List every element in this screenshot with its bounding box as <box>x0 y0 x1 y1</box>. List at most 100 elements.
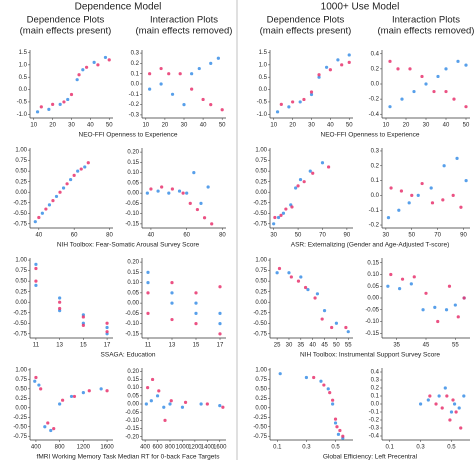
x-tick-label: 1200 <box>77 445 91 451</box>
y-tick-label: 0.2 <box>371 163 380 169</box>
y-tick-label: 0.05 <box>367 284 379 290</box>
y-tick-label: -0.25 <box>253 200 267 206</box>
point <box>448 418 452 422</box>
y-tick-label: 0.2 <box>131 61 140 67</box>
y-tick-label: -0.25 <box>13 310 27 316</box>
y-tick-label: 0.1 <box>371 178 380 184</box>
y-tick-label: -0.3 <box>369 426 380 432</box>
point <box>336 432 341 436</box>
point <box>62 100 66 104</box>
point <box>205 402 209 406</box>
x-tick-label: 20 <box>162 123 169 129</box>
x-tick-label: 0.1 <box>273 445 282 451</box>
point <box>275 271 279 275</box>
point <box>34 279 38 283</box>
y-tick-label: 0.50 <box>255 279 267 285</box>
x-tick-label: 1600 <box>100 445 114 451</box>
y-tick-label: 1.00 <box>255 258 267 264</box>
x-tick-label: 0.3 <box>302 445 311 451</box>
point <box>290 205 294 209</box>
y-tick-label: -0.50 <box>253 424 267 430</box>
point <box>296 279 301 283</box>
point <box>44 207 48 211</box>
point <box>400 277 405 281</box>
point <box>336 58 340 62</box>
point <box>194 311 198 315</box>
point <box>420 181 424 186</box>
point <box>457 406 461 410</box>
point <box>279 102 283 106</box>
y-tick-label: -1.0 <box>257 112 268 118</box>
point <box>464 178 468 183</box>
point <box>201 97 205 102</box>
y-tick-label: 0.25 <box>255 396 267 402</box>
point <box>218 311 222 315</box>
point <box>407 201 411 205</box>
y-tick-label: -0.4 <box>369 434 380 440</box>
y-tick-label: -0.50 <box>13 321 27 327</box>
point <box>54 194 59 199</box>
y-tick-label: 0.50 <box>15 386 27 392</box>
point <box>436 319 440 324</box>
y-tick-label: 0.10 <box>367 272 379 278</box>
y-tick-label: -0.10 <box>365 319 379 325</box>
y-tick-label: 0.0 <box>371 82 380 88</box>
point <box>309 92 314 97</box>
x-tick-label: 30 <box>181 123 188 129</box>
point <box>167 191 171 195</box>
x-tick-label: 35 <box>297 343 304 349</box>
x-tick-label: 800 <box>165 445 176 451</box>
point <box>163 418 167 422</box>
y-tick-label: 0.25 <box>15 289 27 295</box>
y-tick-label: -0.05 <box>125 410 139 416</box>
y-tick-label: -0.3 <box>129 112 140 118</box>
point <box>429 186 433 190</box>
point <box>453 303 457 307</box>
point <box>92 60 96 64</box>
point <box>313 296 317 300</box>
y-tick-label: 1.00 <box>15 148 27 154</box>
point <box>34 375 38 380</box>
point <box>105 325 109 330</box>
point <box>192 171 196 175</box>
panel-title: (main effects present) <box>260 26 352 37</box>
y-tick-label: 1.5 <box>19 50 28 56</box>
y-tick-label: 0.15 <box>127 377 139 383</box>
x-tick-label: 800 <box>55 445 66 451</box>
point <box>177 189 182 193</box>
x-tick-label: 40 <box>443 123 450 129</box>
x-tick-label: 1000 <box>176 445 190 451</box>
point <box>81 315 85 319</box>
point <box>444 89 448 94</box>
point <box>148 87 152 91</box>
point <box>195 207 200 212</box>
x-axis-label: Global Efficiency: Left Precentral <box>323 454 418 460</box>
x-tick-label: 400 <box>31 445 42 451</box>
point <box>170 317 174 322</box>
point <box>302 180 306 184</box>
point <box>330 325 334 330</box>
y-tick-label: -1.0 <box>17 112 28 118</box>
x-axis-label: NEO-FFI Openness to Experience <box>79 132 178 139</box>
y-tick-label: 0.00 <box>15 405 27 411</box>
y-tick-label: 0.25 <box>255 179 267 185</box>
point <box>459 205 463 209</box>
x-tick-label: 70 <box>434 233 441 239</box>
point <box>333 417 338 421</box>
point <box>287 105 291 109</box>
y-tick-label: -0.75 <box>13 221 27 227</box>
y-tick-label: 0.00 <box>15 300 27 306</box>
y-tick-label: -0.15 <box>125 221 139 227</box>
x-tick-label: 50 <box>333 343 340 349</box>
point <box>456 59 460 63</box>
point <box>145 191 149 195</box>
y-tick-label: -0.25 <box>13 200 27 206</box>
point <box>278 372 282 376</box>
y-tick-label: 0.00 <box>367 296 379 302</box>
y-tick-label: 0.75 <box>15 268 27 274</box>
point <box>440 406 444 410</box>
point <box>86 161 90 165</box>
point <box>424 82 428 86</box>
y-tick-label: -0.05 <box>125 311 139 317</box>
